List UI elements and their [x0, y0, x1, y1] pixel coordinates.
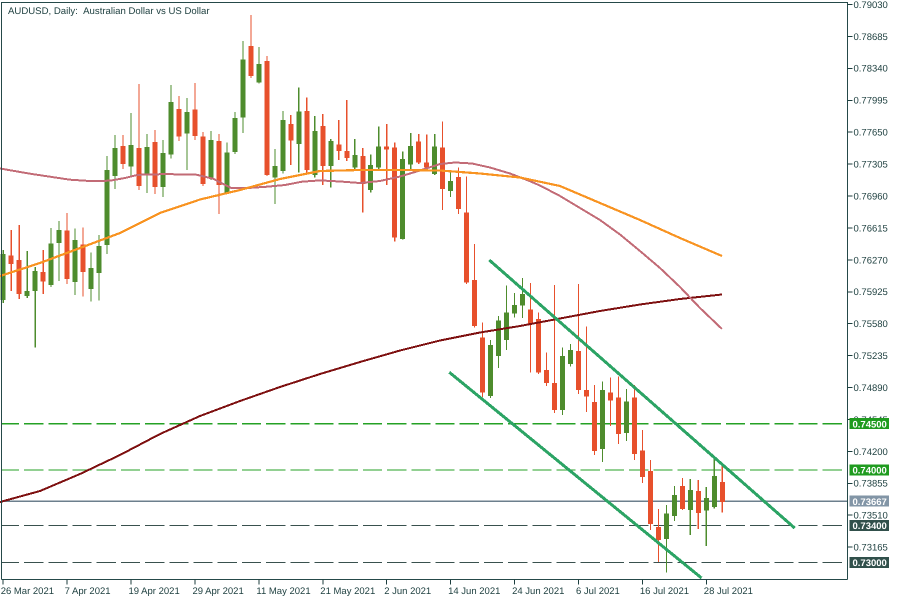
- svg-text:0.77995: 0.77995: [854, 96, 888, 107]
- svg-text:0.75580: 0.75580: [854, 319, 888, 330]
- svg-text:0.74500: 0.74500: [853, 419, 887, 430]
- svg-text:29 Apr 2021: 29 Apr 2021: [193, 586, 244, 597]
- svg-text:7 Apr 2021: 7 Apr 2021: [65, 586, 111, 597]
- svg-text:0.73165: 0.73165: [854, 543, 888, 554]
- svg-text:0.74890: 0.74890: [854, 383, 888, 394]
- svg-text:0.75235: 0.75235: [854, 351, 888, 362]
- svg-text:19 Apr 2021: 19 Apr 2021: [129, 586, 180, 597]
- svg-text:0.74000: 0.74000: [853, 466, 887, 477]
- svg-text:0.78685: 0.78685: [854, 32, 888, 43]
- svg-text:0.76960: 0.76960: [854, 191, 888, 202]
- svg-text:21 May 2021: 21 May 2021: [320, 586, 375, 597]
- svg-text:0.73667: 0.73667: [853, 497, 887, 508]
- svg-text:28 Jul 2021: 28 Jul 2021: [704, 586, 753, 597]
- svg-text:0.78340: 0.78340: [854, 64, 888, 75]
- svg-text:11 May 2021: 11 May 2021: [256, 586, 310, 597]
- svg-text:2 Jun 2021: 2 Jun 2021: [384, 586, 431, 597]
- svg-text:26 Mar 2021: 26 Mar 2021: [1, 586, 54, 597]
- svg-text:0.76270: 0.76270: [854, 255, 888, 266]
- svg-text:AUDUSD, Daily: Australian Dol: AUDUSD, Daily: Australian Dollar vs US D…: [8, 6, 210, 17]
- svg-text:24 Jun 2021: 24 Jun 2021: [512, 586, 564, 597]
- svg-text:16 Jul 2021: 16 Jul 2021: [640, 586, 689, 597]
- svg-text:0.73510: 0.73510: [854, 511, 888, 522]
- svg-text:0.73855: 0.73855: [854, 479, 888, 490]
- svg-text:6 Jul 2021: 6 Jul 2021: [576, 586, 620, 597]
- svg-text:14 Jun 2021: 14 Jun 2021: [448, 586, 500, 597]
- svg-text:0.75925: 0.75925: [854, 287, 888, 298]
- svg-text:0.77305: 0.77305: [854, 160, 888, 171]
- svg-text:0.74200: 0.74200: [854, 447, 888, 458]
- svg-text:0.73400: 0.73400: [853, 521, 887, 532]
- svg-text:0.73000: 0.73000: [853, 558, 887, 569]
- svg-text:0.77650: 0.77650: [854, 128, 888, 139]
- svg-text:0.79030: 0.79030: [854, 0, 888, 11]
- svg-text:0.76615: 0.76615: [854, 223, 888, 234]
